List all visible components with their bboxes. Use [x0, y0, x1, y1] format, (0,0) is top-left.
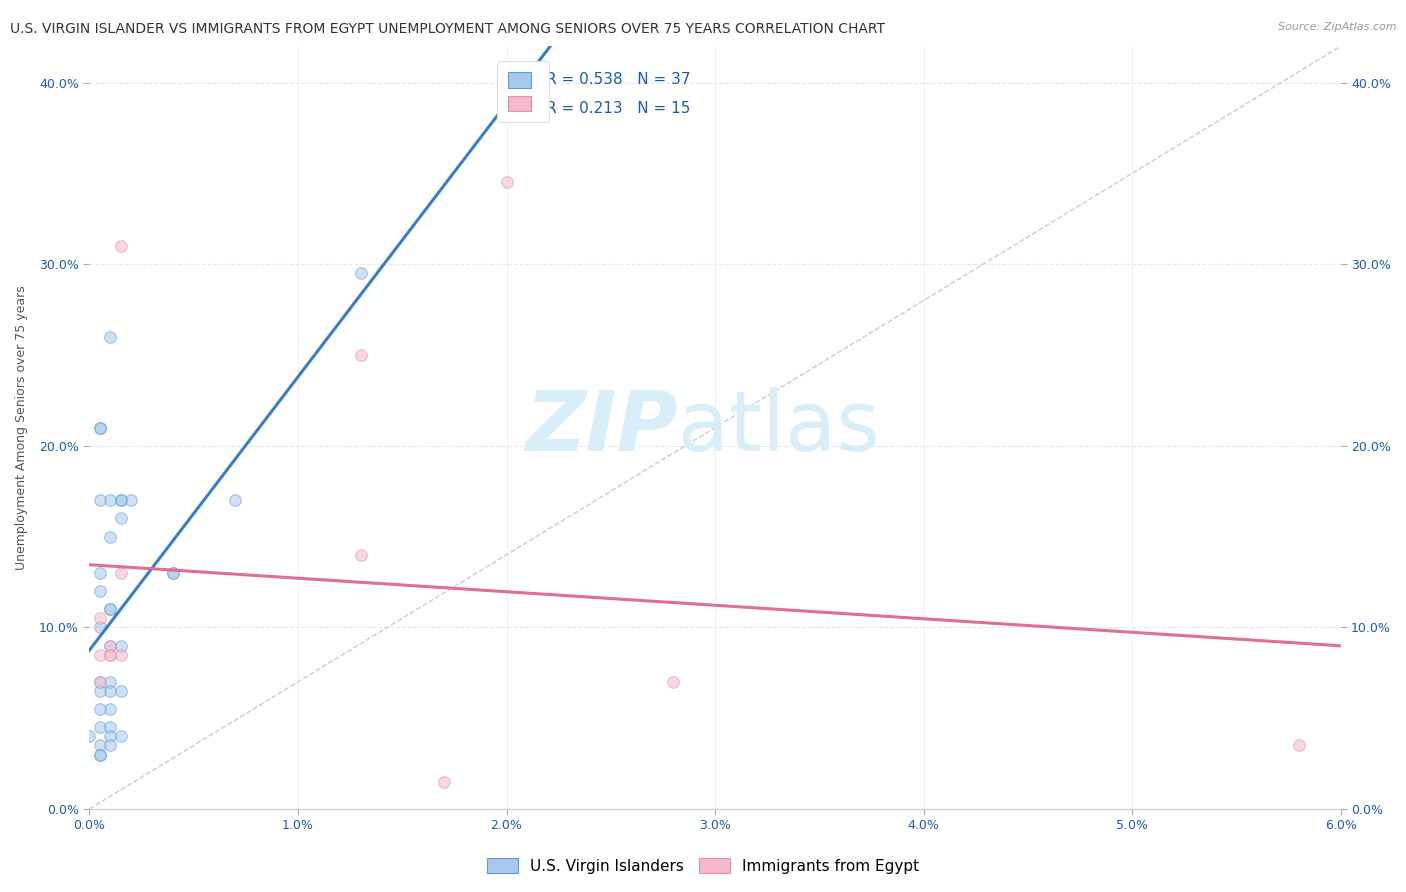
- Point: [495, 176, 517, 190]
- Point: [98, 684, 121, 698]
- Point: [349, 348, 371, 362]
- Point: [98, 739, 121, 753]
- Point: [349, 266, 371, 280]
- Point: [662, 674, 685, 689]
- Text: R = 0.213   N = 15: R = 0.213 N = 15: [546, 102, 690, 116]
- Point: [110, 729, 132, 743]
- Point: [89, 747, 111, 762]
- Point: [89, 493, 111, 508]
- Point: [89, 620, 111, 634]
- Point: [110, 239, 132, 253]
- Text: U.S. VIRGIN ISLANDER VS IMMIGRANTS FROM EGYPT UNEMPLOYMENT AMONG SENIORS OVER 75: U.S. VIRGIN ISLANDER VS IMMIGRANTS FROM …: [10, 22, 884, 37]
- Point: [89, 739, 111, 753]
- Point: [98, 602, 121, 616]
- Point: [98, 493, 121, 508]
- Legend: , : ,: [498, 62, 550, 122]
- Point: [89, 674, 111, 689]
- Point: [89, 420, 111, 434]
- Point: [349, 548, 371, 562]
- Point: [89, 648, 111, 662]
- Point: [98, 530, 121, 544]
- Point: [110, 511, 132, 525]
- Point: [98, 729, 121, 743]
- Point: [162, 566, 184, 580]
- Point: [162, 566, 184, 580]
- Point: [79, 729, 101, 743]
- Point: [110, 684, 132, 698]
- Point: [98, 648, 121, 662]
- Point: [110, 493, 132, 508]
- Point: [89, 720, 111, 734]
- Point: [98, 639, 121, 653]
- Point: [89, 684, 111, 698]
- Text: Source: ZipAtlas.com: Source: ZipAtlas.com: [1278, 22, 1396, 32]
- Point: [98, 639, 121, 653]
- Text: atlas: atlas: [678, 387, 879, 468]
- Text: R = 0.538   N = 37: R = 0.538 N = 37: [546, 72, 690, 87]
- Point: [89, 674, 111, 689]
- Point: [89, 566, 111, 580]
- Point: [110, 639, 132, 653]
- Y-axis label: Unemployment Among Seniors over 75 years: Unemployment Among Seniors over 75 years: [15, 285, 28, 570]
- Point: [224, 493, 246, 508]
- Point: [98, 648, 121, 662]
- Point: [98, 330, 121, 344]
- Point: [89, 702, 111, 716]
- Point: [110, 493, 132, 508]
- Point: [98, 702, 121, 716]
- Text: ZIP: ZIP: [524, 387, 678, 468]
- Point: [110, 648, 132, 662]
- Legend: U.S. Virgin Islanders, Immigrants from Egypt: U.S. Virgin Islanders, Immigrants from E…: [481, 852, 925, 880]
- Point: [1288, 739, 1310, 753]
- Point: [98, 674, 121, 689]
- Point: [110, 566, 132, 580]
- Point: [89, 420, 111, 434]
- Point: [89, 747, 111, 762]
- Point: [120, 493, 142, 508]
- Point: [98, 720, 121, 734]
- Point: [89, 611, 111, 625]
- Point: [89, 584, 111, 599]
- Point: [98, 602, 121, 616]
- Point: [433, 774, 456, 789]
